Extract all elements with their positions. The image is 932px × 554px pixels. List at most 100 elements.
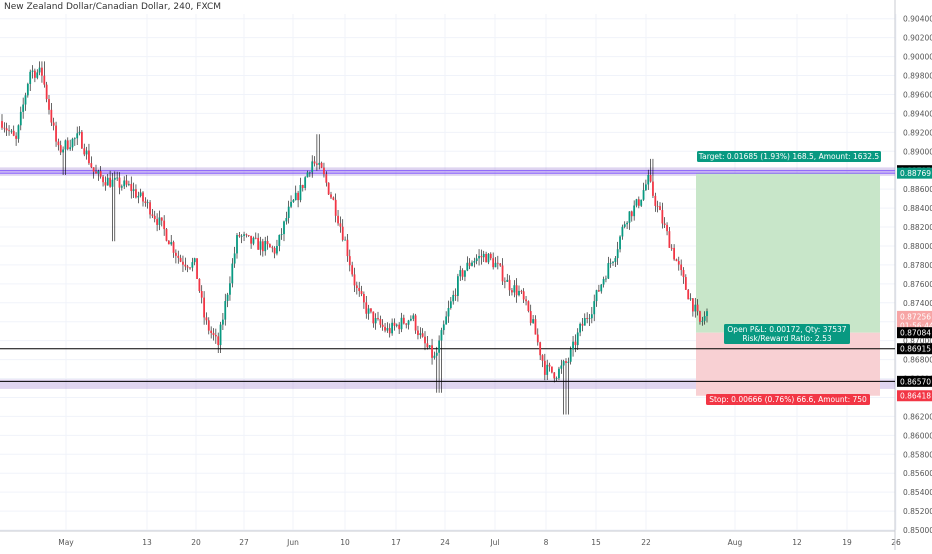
candle-body: [353, 274, 356, 286]
candle-body: [118, 177, 121, 188]
candle-body: [217, 336, 220, 346]
y-tick-label: 0.89400: [903, 109, 932, 118]
candle-body: [323, 167, 325, 175]
candle-body: [431, 345, 433, 358]
candle-body: [355, 285, 358, 288]
candle-body: [543, 360, 546, 375]
candle-body: [290, 201, 292, 207]
candle-body: [304, 177, 307, 188]
price-label-text: 0.86570: [900, 377, 931, 386]
candle-body: [358, 287, 361, 292]
candle-body: [666, 224, 668, 232]
candle-body: [482, 253, 485, 258]
candle-body: [428, 345, 431, 348]
candle-body: [92, 167, 95, 172]
candle-body: [438, 340, 440, 353]
candle-body: [609, 262, 612, 264]
candle-body: [130, 183, 133, 192]
candle-body: [104, 182, 107, 186]
candle-body: [10, 130, 13, 132]
candle-body: [504, 281, 506, 283]
candle-body: [478, 255, 480, 259]
y-tick-label: 0.88600: [903, 185, 932, 194]
y-tick-label: 0.85200: [903, 507, 932, 516]
price-label-text: 0.87084: [900, 329, 931, 338]
candle-body: [527, 301, 530, 312]
candle-body: [590, 314, 593, 319]
candle-body: [560, 365, 563, 369]
candle-body: [377, 318, 379, 320]
candle-body: [518, 290, 520, 296]
candle-body: [459, 270, 462, 277]
candle-body: [598, 290, 600, 292]
candle-body: [341, 226, 344, 240]
candle-body: [212, 332, 215, 335]
candle-body: [189, 267, 191, 269]
candle-body: [529, 311, 532, 323]
candle-body: [254, 237, 257, 239]
candle-body: [205, 317, 208, 321]
candle-body: [153, 215, 156, 220]
candle-body: [170, 242, 173, 245]
x-tick-label: Aug: [728, 538, 743, 547]
candle-body: [76, 133, 79, 139]
candle-body: [395, 324, 398, 326]
candle-body: [334, 199, 337, 216]
candle-body: [172, 242, 175, 253]
candle-body: [421, 333, 424, 337]
candle-body: [645, 184, 647, 191]
chart-title: New Zealand Dollar/Canadian Dollar, 240,…: [4, 2, 222, 12]
candle-body: [142, 192, 144, 202]
candle-body: [320, 162, 323, 168]
candle-body: [558, 368, 560, 379]
price-label-text: 0.86418: [900, 392, 931, 401]
candle-body: [144, 201, 147, 203]
candle-body: [339, 223, 342, 227]
candle-body: [642, 190, 645, 200]
candle-body: [412, 315, 415, 319]
candle-body: [167, 240, 170, 245]
candle-body: [294, 192, 297, 201]
candle-body: [511, 290, 513, 293]
candle-body: [259, 241, 262, 250]
pnl-label-text: Open P&L: 0.00172, Qty: 37537: [727, 325, 846, 334]
candle-body: [480, 255, 483, 258]
candle-body: [22, 104, 25, 112]
candle-body: [567, 361, 570, 363]
price-label-box: [897, 390, 932, 402]
candle-body: [109, 177, 111, 187]
candle-body: [602, 279, 605, 285]
candle-body: [496, 262, 499, 264]
y-tick-label: 0.88400: [903, 204, 932, 213]
candle-body: [654, 195, 657, 206]
candle-body: [647, 174, 650, 185]
support-resistance-band: [0, 167, 895, 176]
candle-body: [393, 322, 396, 326]
candle-body: [45, 84, 48, 100]
candle-body: [292, 200, 295, 202]
y-tick-label: 0.87800: [903, 261, 932, 270]
candle-body: [128, 183, 130, 185]
x-tick-label: 17: [391, 538, 401, 547]
price-label-box: [897, 167, 932, 179]
candle-body: [381, 324, 384, 327]
candle-body: [224, 301, 227, 320]
candle-body: [706, 311, 708, 317]
candle-body: [363, 294, 365, 303]
y-tick-label: 0.86800: [903, 356, 932, 365]
x-tick-label: 26: [891, 538, 901, 547]
candle-body: [532, 319, 534, 323]
candle-body: [633, 205, 636, 217]
y-tick-label: 0.90200: [903, 34, 932, 43]
candle-body: [673, 247, 675, 260]
candle-body: [83, 148, 86, 155]
candle-body: [419, 333, 422, 336]
candle-body: [442, 324, 445, 331]
candle-body: [308, 172, 311, 174]
y-tick-label: 0.89200: [903, 128, 932, 137]
candle-body: [179, 257, 182, 262]
candle-body: [64, 140, 67, 150]
candle-body: [285, 218, 288, 222]
candle-body: [252, 237, 255, 244]
candle-body: [621, 226, 624, 237]
